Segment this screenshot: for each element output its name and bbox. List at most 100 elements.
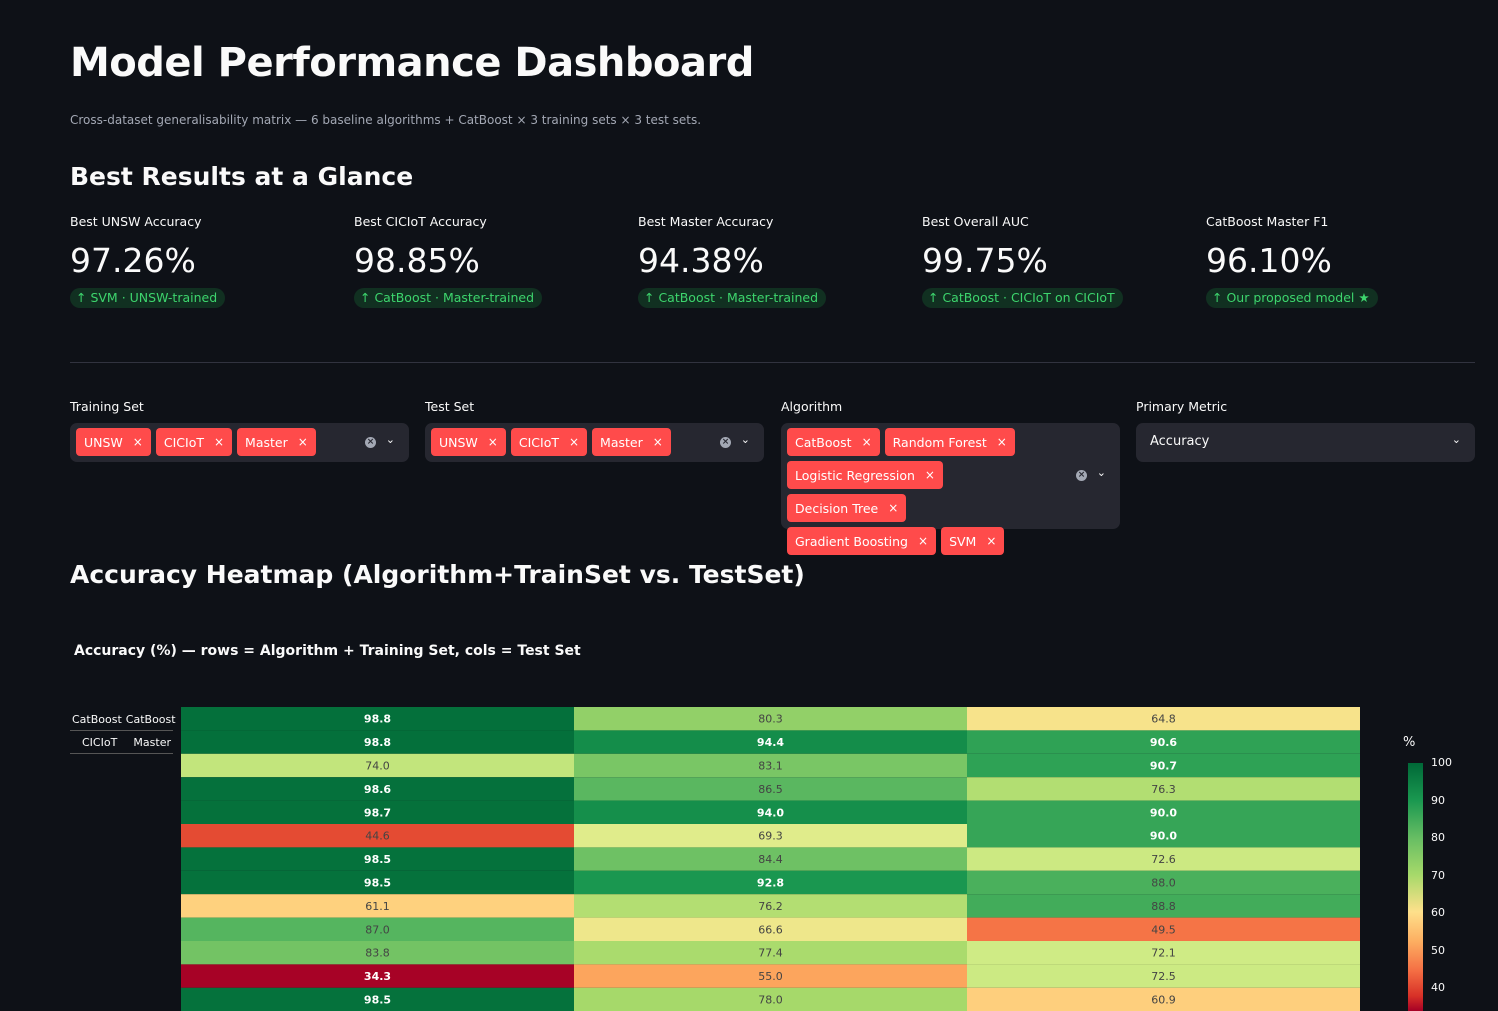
tag-unsw[interactable]: UNSW × bbox=[431, 428, 506, 456]
clear-all-icon[interactable]: × bbox=[365, 437, 376, 448]
remove-icon[interactable]: × bbox=[888, 501, 899, 515]
test-set-multiselect[interactable]: UNSW × CICIoT × Master × × ⌄ bbox=[425, 423, 764, 462]
heatmap-cell bbox=[181, 870, 574, 895]
heatmap-cell-label: 88.0 bbox=[1151, 877, 1176, 890]
remove-icon[interactable]: × bbox=[986, 534, 997, 548]
tag-gradient-boosting[interactable]: Gradient Boosting × bbox=[787, 527, 937, 555]
tag-catboost[interactable]: CatBoost × bbox=[787, 428, 880, 456]
colorbar-tick-label: 80 bbox=[1431, 831, 1445, 845]
remove-icon[interactable]: × bbox=[996, 435, 1007, 449]
heatmap-cell bbox=[574, 941, 967, 965]
heatmap-cell bbox=[967, 824, 1360, 848]
training-set-filter: Training Set UNSW × CICIoT × Master × × ⌄ bbox=[70, 399, 409, 462]
remove-icon[interactable]: × bbox=[924, 468, 935, 482]
heatmap-cell bbox=[574, 847, 967, 871]
heatmap-cell bbox=[181, 987, 574, 1011]
tag-ciciot[interactable]: CICIoT × bbox=[155, 428, 233, 456]
heatmap-cell-label: 86.5 bbox=[758, 783, 783, 796]
row-label: CatBoost bbox=[72, 712, 122, 726]
metric-delta: ↑ CatBoost · Master-trained bbox=[354, 288, 543, 308]
metric-label: Best UNSW Accuracy bbox=[70, 214, 202, 229]
heatmap-cell-label: 90.0 bbox=[1150, 806, 1177, 819]
heatmap-cell-label: 61.1 bbox=[365, 900, 390, 913]
remove-icon[interactable]: × bbox=[213, 435, 225, 449]
heatmap-cell bbox=[574, 987, 967, 1011]
heatmap-cell-label: 49.5 bbox=[1151, 923, 1176, 936]
colorbar-tick-label: 100 bbox=[1431, 756, 1452, 769]
heatmap-cell-label: 98.5 bbox=[364, 994, 391, 1007]
heatmap-cell-label: 72.6 bbox=[1151, 853, 1176, 866]
chevron-down-icon[interactable]: ⌄ bbox=[1096, 466, 1106, 479]
remove-icon[interactable]: × bbox=[568, 435, 580, 449]
remove-icon[interactable]: × bbox=[861, 435, 872, 449]
clear-all-icon[interactable]: × bbox=[720, 437, 731, 448]
tag-master[interactable]: Master × bbox=[592, 428, 671, 456]
heatmap-cell-label: 64.8 bbox=[1151, 713, 1176, 726]
heatmap-cell bbox=[181, 707, 574, 731]
remove-icon[interactable]: × bbox=[918, 534, 929, 548]
tag-logistic-regression[interactable]: Logistic Regression × bbox=[787, 461, 943, 489]
heatmap-cell-label: 83.8 bbox=[365, 947, 390, 960]
chart-title: Accuracy (%) — rows = Algorithm + Traini… bbox=[74, 643, 581, 659]
primary-metric-select[interactable]: Accuracy ⌄ bbox=[1136, 423, 1475, 462]
metric-label: Best Overall AUC bbox=[922, 214, 1029, 229]
metric-delta: ↑ CatBoost · Master-trained bbox=[638, 288, 827, 308]
tag-ciciot[interactable]: CICIoT × bbox=[510, 428, 588, 456]
remove-icon[interactable]: × bbox=[652, 435, 663, 449]
heatmap-cell-label: 98.5 bbox=[364, 877, 391, 890]
tag-decision-tree[interactable]: Decision Tree × bbox=[787, 494, 907, 522]
tag-master[interactable]: Master × bbox=[237, 428, 316, 456]
tag-svm[interactable]: SVM × bbox=[941, 527, 1005, 555]
primary-metric-filter: Primary Metric Accuracy ⌄ bbox=[1136, 399, 1475, 462]
heatmap-cell-label: 83.1 bbox=[758, 760, 783, 773]
heatmap-cell bbox=[967, 987, 1360, 1011]
metric-value: 94.38% bbox=[638, 241, 764, 280]
metric-value: 97.26% bbox=[70, 241, 196, 280]
heatmap-cell-label: 84.4 bbox=[758, 853, 783, 866]
heatmap-cell bbox=[181, 847, 574, 871]
heatmap-cell bbox=[574, 870, 967, 895]
heatmap-cell bbox=[574, 894, 967, 918]
metric-label: Best Master Accuracy bbox=[638, 214, 774, 229]
heatmap-cell-label: 98.8 bbox=[364, 736, 391, 749]
test-set-label: Test Set bbox=[425, 399, 475, 414]
metric-label: Best CICIoT Accuracy bbox=[354, 214, 487, 229]
row-label-line: CatBoost CatBoost bbox=[70, 708, 176, 731]
metric-best-ciciot-accuracy: Best CICIoT Accuracy 98.85% ↑ CatBoost ·… bbox=[354, 214, 614, 308]
heatmap-cell-label: 90.0 bbox=[1150, 830, 1177, 843]
heatmap-cell bbox=[574, 964, 967, 988]
heatmap-cell-label: 80.3 bbox=[758, 713, 783, 726]
heatmap-cell bbox=[967, 753, 1360, 778]
chevron-down-icon[interactable]: ⌄ bbox=[740, 433, 750, 446]
training-set-multiselect[interactable]: UNSW × CICIoT × Master × × ⌄ bbox=[70, 423, 409, 462]
heatmap-cell bbox=[574, 777, 967, 801]
heatmap-cell-label: 98.5 bbox=[364, 853, 391, 866]
chevron-down-icon[interactable]: ⌄ bbox=[385, 433, 395, 446]
heatmap-cell-label: 72.1 bbox=[1151, 947, 1176, 960]
algorithm-multiselect[interactable]: CatBoost × Random Forest × Logistic Regres… bbox=[781, 423, 1120, 555]
chevron-down-icon[interactable]: ⌄ bbox=[1451, 433, 1461, 446]
heatmap-cell bbox=[181, 894, 574, 918]
divider bbox=[70, 362, 1475, 363]
heatmap-cell-label: 98.8 bbox=[364, 713, 391, 726]
heatmap-cell-label: 74.0 bbox=[365, 760, 390, 773]
tag-random-forest[interactable]: Random Forest × bbox=[884, 428, 1015, 456]
training-set-label: Training Set bbox=[70, 399, 144, 414]
metric-label: CatBoost Master F1 bbox=[1206, 214, 1329, 229]
clear-all-icon[interactable]: × bbox=[1076, 470, 1087, 481]
remove-icon[interactable]: × bbox=[132, 435, 143, 449]
heatmap-cell bbox=[967, 777, 1360, 801]
page-subtitle: Cross-dataset generalisability matrix — … bbox=[70, 113, 702, 127]
remove-icon[interactable]: × bbox=[297, 435, 308, 449]
metric-value: 96.10% bbox=[1206, 241, 1332, 280]
heatmap-cell bbox=[967, 917, 1360, 941]
tag-unsw[interactable]: UNSW × bbox=[76, 428, 151, 456]
heatmap-cell bbox=[967, 894, 1360, 918]
remove-icon[interactable]: × bbox=[487, 435, 498, 449]
row-label: CatBoost bbox=[125, 712, 176, 726]
heatmap-cell-label: 87.0 bbox=[365, 923, 390, 936]
row-label: Master bbox=[133, 735, 171, 749]
heatmap-cell-label: 44.6 bbox=[365, 830, 390, 843]
metric-delta: ↑ CatBoost · CICIoT on CICIoT bbox=[922, 288, 1123, 308]
heatmap-cell bbox=[574, 730, 967, 754]
